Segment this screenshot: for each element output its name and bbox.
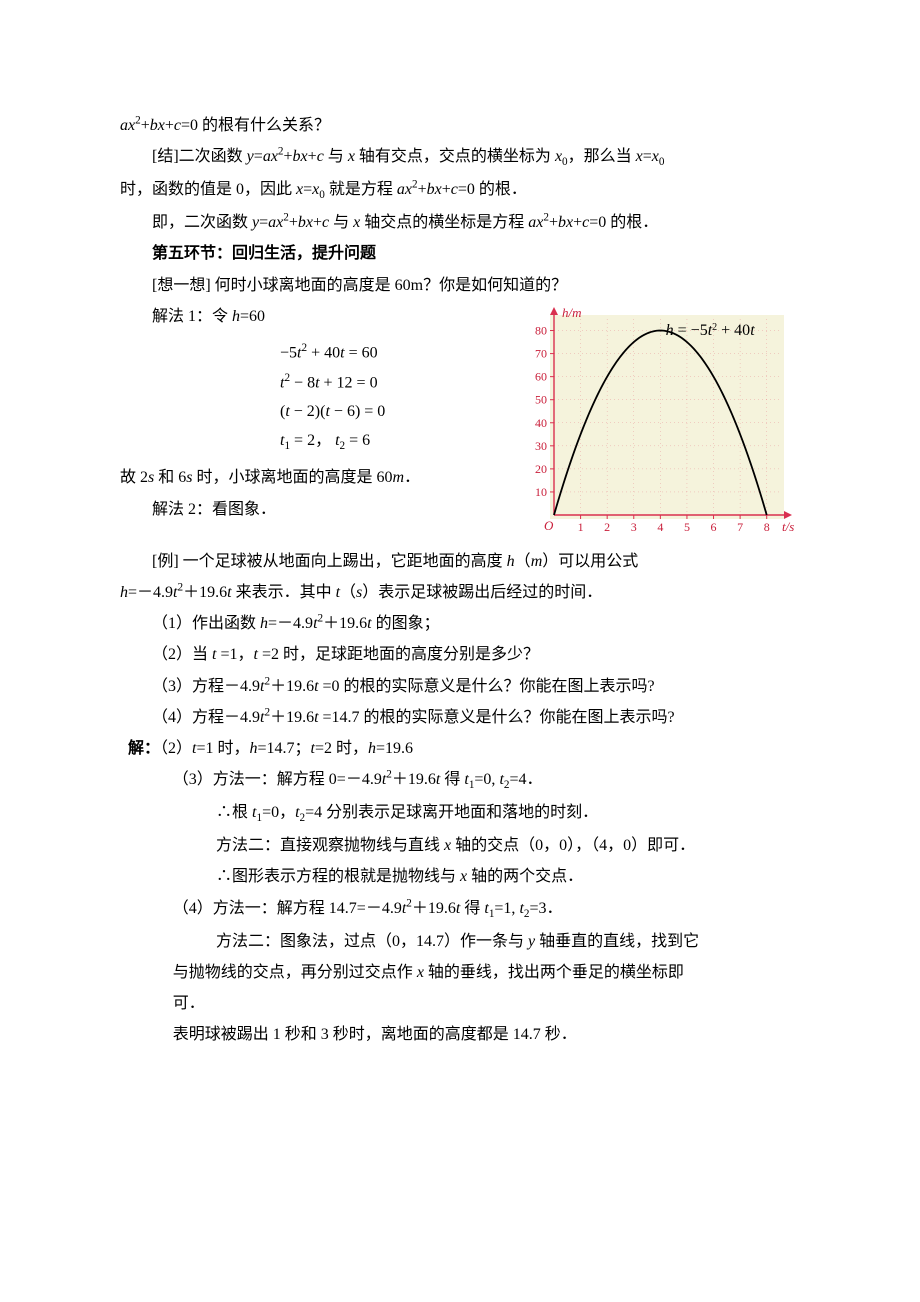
svg-text:5: 5 xyxy=(684,520,690,534)
answer-3-method2-a: 方法二：直接观察抛物线与直线 x 轴的交点（0，0），（4，0）即可． xyxy=(120,830,800,861)
svg-text:1: 1 xyxy=(578,520,584,534)
final-statement: 表明球被踢出 1 秒和 3 秒时，离地面的高度都是 14.7 秒． xyxy=(120,1019,800,1050)
document-page: ax2+bx+c=0 的根有什么关系？ [结]二次函数 y=ax2+bx+c 与… xyxy=(0,0,920,1302)
svg-text:2: 2 xyxy=(604,520,610,534)
answer-3-method2-b: ∴图形表示方程的根就是抛物线与 x 轴的两个交点． xyxy=(120,861,800,892)
svg-text:70: 70 xyxy=(535,346,547,360)
svg-text:80: 80 xyxy=(535,323,547,337)
question-2: （2）当 t =1，t =2 时，足球距地面的高度分别是多少？ xyxy=(120,639,800,670)
conclusion-line2: 时，函数的值是 0，因此 x=x0 就是方程 ax2+bx+c=0 的根． xyxy=(120,174,800,207)
example-intro: [例] 一个足球被从地面向上踢出，它距地面的高度 h（m）可以用公式 xyxy=(120,546,800,577)
answer-4-method2-b: 与抛物线的交点，再分别过交点作 x 轴的垂线，找出两个垂足的横坐标即 xyxy=(120,957,800,988)
svg-text:4: 4 xyxy=(657,520,663,534)
question-1: （1）作出函数 h=－4.9t2＋19.6t 的图象； xyxy=(120,608,800,639)
svg-text:h/m: h/m xyxy=(562,305,582,320)
conclusion-line1: [结]二次函数 y=ax2+bx+c 与 x 轴有交点，交点的横坐标为 x0，那… xyxy=(120,141,800,174)
answer-4-method1: （4）方法一：解方程 14.7=－4.9t2＋19.6t 得 t1=1, t2=… xyxy=(120,893,800,926)
svg-text:6: 6 xyxy=(711,520,717,534)
answer-3-method1-a: （3）方法一：解方程 0=－4.9t2＋19.6t 得 t1=0, t2=4． xyxy=(120,764,800,797)
svg-text:O: O xyxy=(544,518,554,533)
svg-text:t/s: t/s xyxy=(782,519,794,534)
question-3: （3）方程－4.9t2＋19.6t =0 的根的实际意义是什么？你能在图上表示吗… xyxy=(120,671,800,702)
svg-text:30: 30 xyxy=(535,439,547,453)
conclusion-line3: 即，二次函数 y=ax2+bx+c 与 x 轴交点的横坐标是方程 ax2+bx+… xyxy=(120,207,800,238)
section-5-heading: 第五环节：回归生活，提升问题 xyxy=(120,238,800,269)
top-line: ax2+bx+c=0 的根有什么关系？ xyxy=(120,110,800,141)
svg-text:h = −5t2 + 40t: h = −5t2 + 40t xyxy=(666,321,756,339)
answer-2: 解：（2）t=1 时，h=14.7；t=2 时，h=19.6 xyxy=(128,733,800,764)
svg-text:50: 50 xyxy=(535,393,547,407)
svg-text:7: 7 xyxy=(737,520,743,534)
question-4: （4）方程－4.9t2＋19.6t =14.7 的根的实际意义是什么？你能在图上… xyxy=(120,702,800,733)
svg-text:20: 20 xyxy=(535,462,547,476)
svg-text:3: 3 xyxy=(631,520,637,534)
svg-text:10: 10 xyxy=(535,485,547,499)
svg-text:8: 8 xyxy=(764,520,770,534)
answer-4-method2-c: 可． xyxy=(120,988,800,1019)
think-prompt: [想一想] 何时小球离地面的高度是 60m？你是如何知道的？ xyxy=(120,270,800,301)
parabola-chart: 1 2 3 4 5 6 7 8 10 20 30 40 50 60 70 80 Ot/s h/m h = −5t2 … xyxy=(520,305,800,542)
answer-4-method2-a: 方法二：图象法，过点（0，14.7）作一条与 y 轴垂直的直线，找到它 xyxy=(120,926,800,957)
svg-text:60: 60 xyxy=(535,369,547,383)
svg-text:40: 40 xyxy=(535,416,547,430)
example-formula-line: h=－4.9t2＋19.6t 来表示．其中 t（s）表示足球被踢出后经过的时间． xyxy=(120,577,800,608)
answer-3-method1-b: ∴根 t1=0，t2=4 分别表示足球离开地面和落地的时刻． xyxy=(120,797,800,830)
